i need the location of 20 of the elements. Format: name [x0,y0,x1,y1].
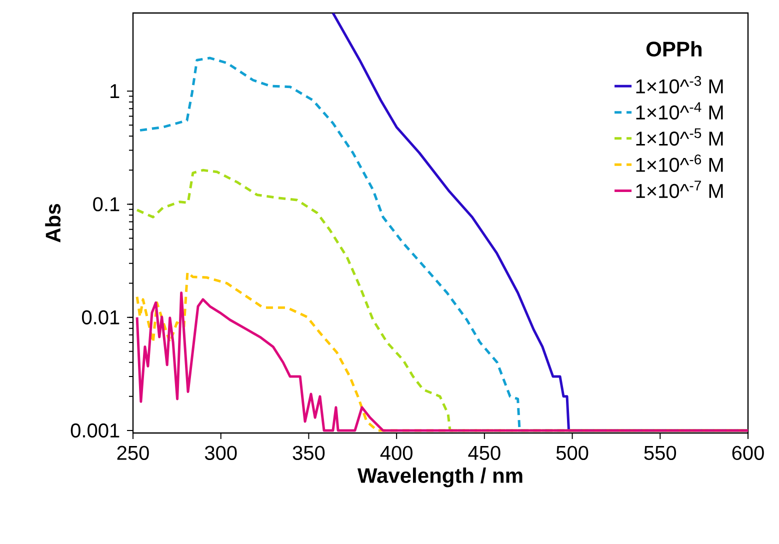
x-tick-label: 350 [292,446,325,460]
y-tick-label: 1 [110,84,120,98]
legend-label: 1×10^$^{-6}$ M [636,154,723,172]
x-tick-label: 250 [117,446,149,460]
legend-title: OPPh [646,41,702,57]
legend-label: 1×10^$^{-3}$ M [636,76,723,94]
x-tick-label: 300 [204,446,237,460]
x-tick-label: 400 [380,446,412,460]
legend-label: 1×10^$^{-5}$ M [636,128,723,146]
y-tick-label: 0.1 [93,197,120,212]
x-tick-label: 500 [556,446,588,460]
x-tick-label: 550 [644,446,676,460]
y-axis-title: Abs [45,204,61,242]
y-tick-label: 0.01 [82,310,120,324]
x-tick-label: 450 [468,446,500,460]
x-tick-label: 600 [732,446,764,460]
x-axis-title: Wavelength / nm [357,468,522,488]
legend-label: 1×10^$^{-4}$ M [636,102,723,120]
legend-label: 1×10^$^{-7}$ M [636,180,723,198]
y-tick-label: 0.001 [70,423,120,438]
